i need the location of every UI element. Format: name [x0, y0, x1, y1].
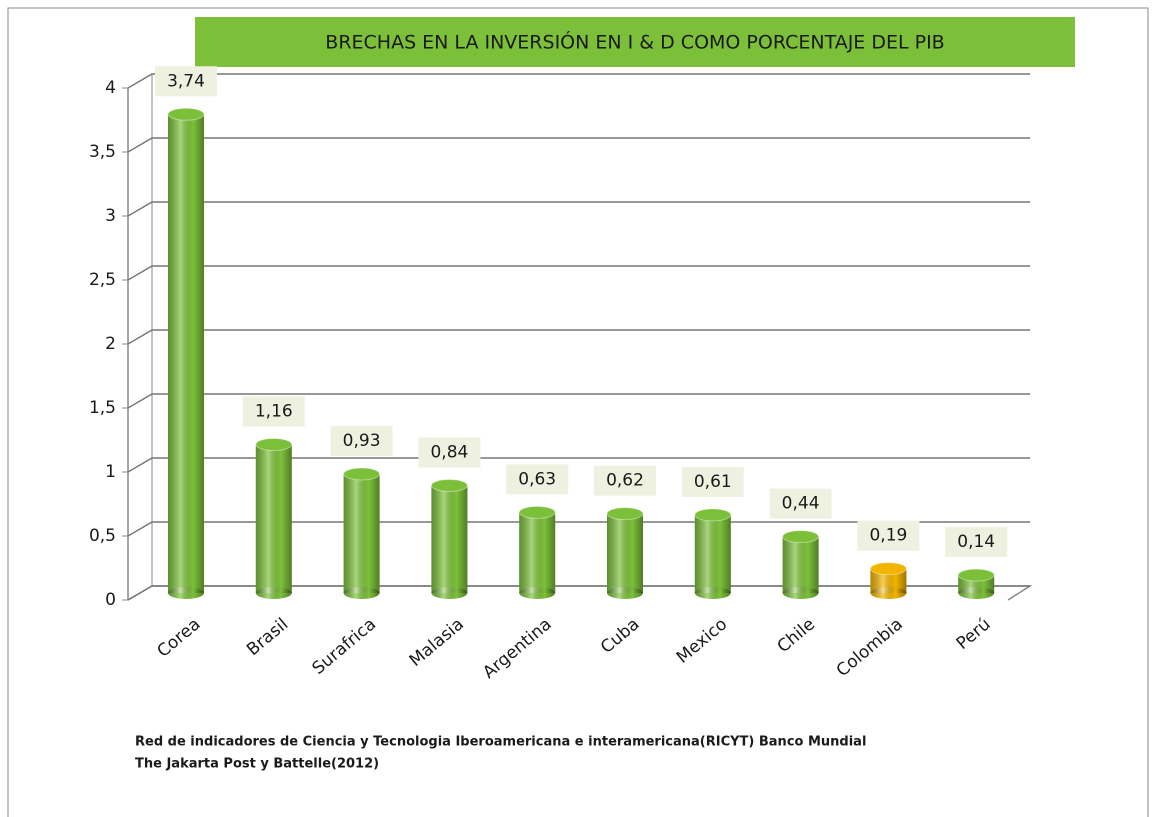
title-box: [195, 17, 1075, 67]
y-tick-label: 2: [105, 334, 116, 354]
value-label-box: [681, 466, 744, 497]
y-tick-label: 1,5: [89, 398, 116, 418]
bar-shade: [255, 444, 292, 593]
x-tick-label: Malasia: [406, 614, 468, 671]
bar-bottom-shade: [255, 587, 292, 599]
grid-line: [127, 393, 1030, 409]
value-label: 1,16: [255, 402, 293, 422]
bar-shade: [343, 473, 380, 593]
value-label-box: [769, 488, 832, 519]
grid-line: [127, 137, 1030, 153]
bar-top: [782, 530, 820, 544]
value-label-box: [330, 425, 393, 456]
x-tick-label: Cuba: [597, 614, 643, 658]
value-label: 0,84: [430, 442, 468, 462]
value-label-box: [945, 527, 1008, 558]
x-tick-label: Surafrica: [309, 614, 380, 678]
value-label: 0,62: [606, 471, 644, 491]
bar-shade: [694, 514, 731, 593]
bar-bottom-shade: [694, 587, 731, 599]
bar-bottom-shade: [958, 587, 995, 599]
grid-line: [127, 329, 1030, 345]
y-tick-label: 4: [105, 78, 116, 98]
bar-shade: [168, 114, 204, 593]
bar-top: [430, 478, 468, 492]
chart-title: BRECHAS EN LA INVERSIÓN EN I & D COMO PO…: [325, 30, 944, 54]
y-tick-label: 0: [105, 590, 116, 610]
y-tick-label: 3,5: [89, 142, 116, 162]
value-label-box: [418, 437, 481, 468]
bar-top: [869, 562, 907, 576]
bar-shade: [519, 512, 556, 593]
bar-top: [957, 568, 995, 582]
bar-bottom-shade: [168, 587, 204, 599]
x-tick-label: Mexico: [673, 614, 731, 667]
y-tick-label: 2,5: [89, 270, 116, 290]
x-tick-label: Argentina: [479, 614, 555, 683]
bar-bottom-shade: [431, 587, 468, 599]
value-label: 0,14: [957, 532, 995, 552]
grid-line: [127, 521, 1030, 537]
value-label-box: [594, 465, 656, 496]
bar-bottom-shade: [782, 587, 819, 599]
x-tick-label: Brasil: [243, 614, 292, 660]
grid-line: [127, 201, 1030, 217]
value-label: 0,63: [518, 469, 556, 489]
value-label: 0,19: [869, 526, 907, 546]
bar-top: [255, 438, 293, 452]
source-note: The Jakarta Post y Battelle(2012): [135, 757, 379, 772]
value-label: 0,61: [694, 472, 732, 492]
x-tick-label: Perú: [953, 614, 995, 654]
value-label-box: [506, 464, 569, 495]
bar-bottom-shade: [870, 587, 907, 599]
x-tick-label: Colombia: [833, 614, 907, 681]
bar-top: [343, 467, 381, 481]
bar-shade: [431, 485, 468, 593]
bar-top: [518, 505, 556, 519]
bar-bottom-shade: [343, 587, 380, 599]
grid-line: [127, 585, 1030, 601]
bar-top: [606, 507, 644, 521]
bar-shade: [782, 536, 819, 593]
value-label-box: [857, 520, 920, 551]
x-tick-label: Chile: [774, 614, 819, 657]
grid-line: [127, 73, 1030, 89]
grid-line: [127, 457, 1030, 473]
y-tick-label: 1: [105, 462, 116, 482]
bar-bottom-shade: [607, 587, 643, 599]
source-note: Red de indicadores de Ciencia y Tecnolog…: [135, 735, 866, 750]
value-label: 3,74: [167, 71, 205, 91]
value-label: 0,93: [343, 431, 381, 451]
value-label-box: [155, 66, 217, 97]
y-tick-label: 3: [105, 206, 116, 226]
value-label: 0,44: [782, 494, 820, 514]
value-label-box: [242, 396, 305, 427]
bar-shade: [607, 513, 643, 593]
x-tick-label: Corea: [153, 614, 204, 661]
bar-bottom-shade: [519, 587, 556, 599]
chart-border: [7, 7, 1149, 817]
grid-line: [127, 265, 1030, 281]
bar-top: [167, 107, 205, 121]
y-tick-label: 0,5: [89, 526, 116, 546]
bar-top: [694, 508, 732, 522]
